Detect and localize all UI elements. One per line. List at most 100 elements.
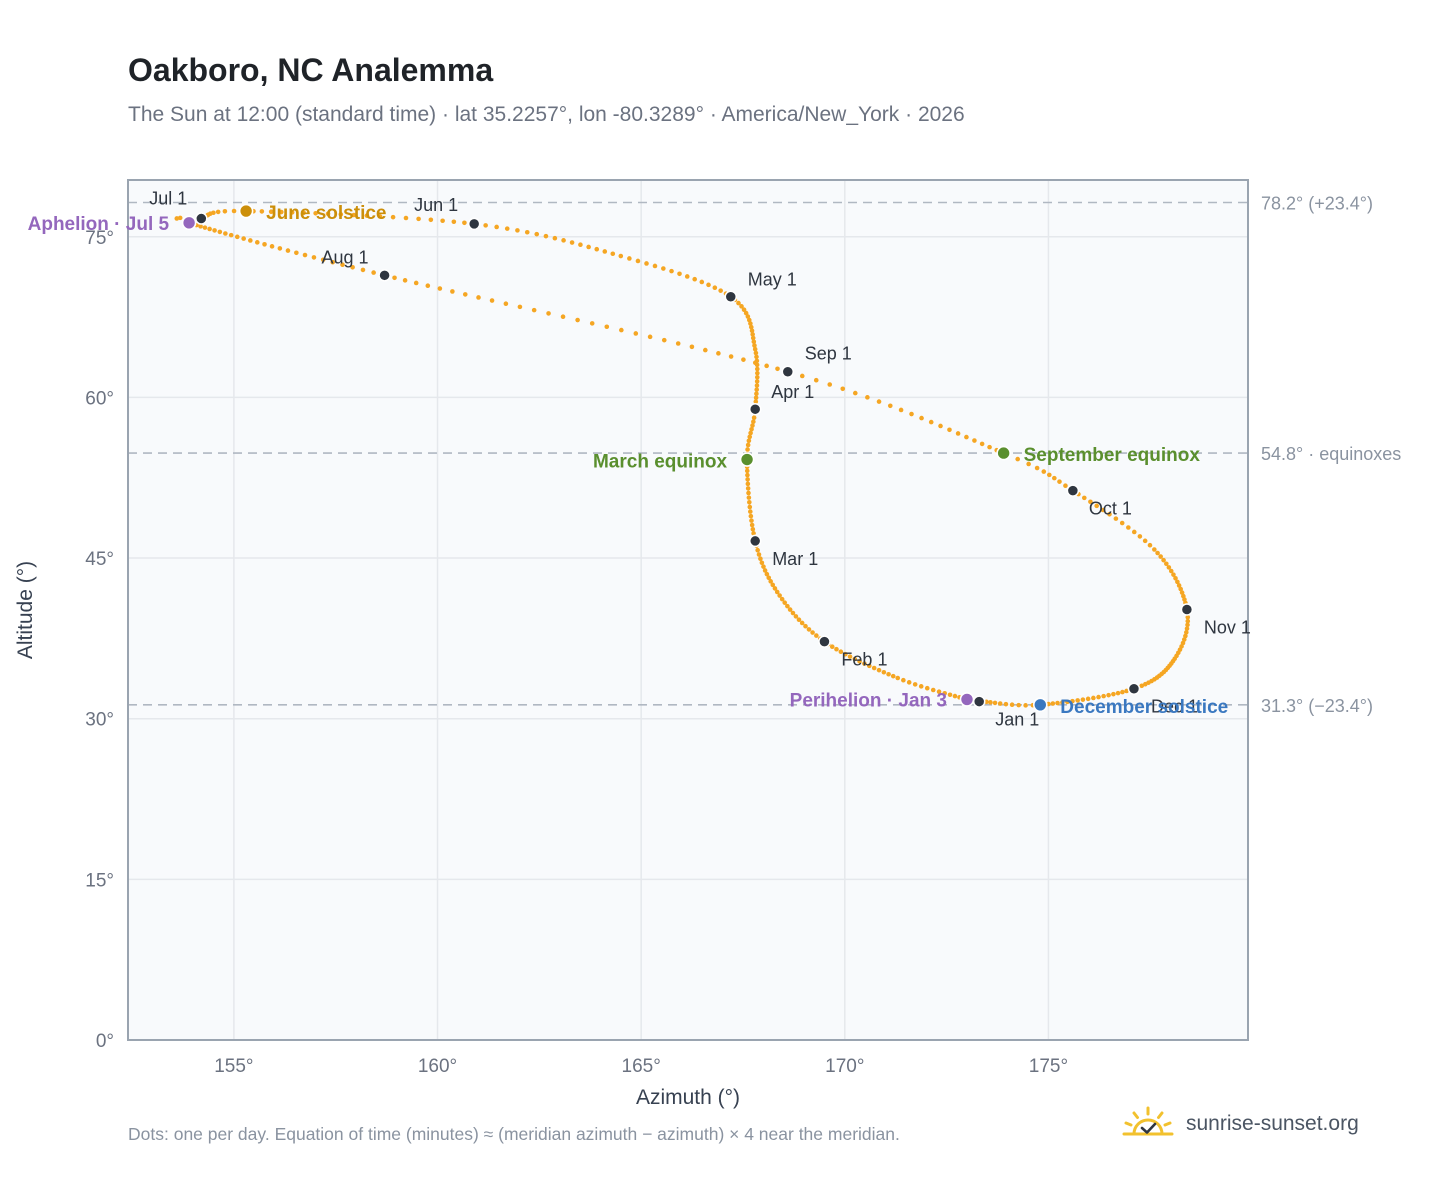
daily-dot: [747, 434, 753, 440]
daily-dot: [750, 423, 755, 428]
daily-dot: [770, 582, 776, 588]
daily-dot: [1100, 507, 1106, 513]
daily-dot: [810, 630, 815, 635]
daily-dot: [1060, 700, 1065, 705]
daily-dot: [1142, 681, 1148, 687]
y-tick-label: 0°: [96, 1031, 114, 1052]
y-tick-label: 75°: [85, 228, 114, 249]
daily-dot: [675, 341, 681, 346]
daily-dot: [437, 286, 443, 291]
daily-dot: [756, 552, 762, 557]
month-marker: [818, 635, 831, 648]
daily-dot: [677, 271, 682, 277]
daily-dot: [988, 700, 993, 705]
daily-dot: [751, 419, 756, 425]
daily-dot: [972, 438, 977, 443]
daily-dot: [589, 321, 595, 326]
daily-dot: [782, 600, 788, 605]
daily-dot: [360, 267, 366, 273]
daily-dot: [569, 240, 575, 245]
plot-frame: [127, 179, 1249, 1041]
daily-dot: [761, 564, 766, 569]
daily-dot: [753, 350, 759, 356]
daily-dot: [759, 560, 765, 566]
month-marker: [467, 217, 481, 231]
month-marker: [195, 212, 208, 225]
daily-dot: [881, 669, 887, 675]
daily-dot: [1147, 542, 1153, 548]
daily-dot: [751, 339, 757, 345]
daily-dot: [294, 250, 299, 256]
daily-dot: [578, 242, 583, 248]
daily-dot: [416, 216, 421, 222]
daily-dot: [876, 667, 882, 673]
daily-dot: [277, 246, 283, 251]
daily-dot: [718, 288, 723, 293]
daily-dot: [1166, 565, 1172, 570]
daily-dot: [413, 280, 419, 286]
daily-dot: [241, 236, 246, 241]
daily-dot: [254, 240, 260, 245]
daily-dot: [768, 579, 773, 584]
month-label: Jul 1: [149, 189, 187, 209]
daily-dot: [787, 607, 793, 612]
daily-dot: [531, 307, 537, 313]
daily-dot: [1176, 583, 1182, 588]
daily-dot: [689, 344, 695, 350]
daily-dot: [661, 266, 666, 271]
daily-dot: [747, 504, 753, 510]
month-marker: [1180, 603, 1194, 616]
daily-dot: [790, 610, 796, 616]
daily-dot: [745, 472, 750, 478]
daily-dot: [1050, 701, 1056, 706]
daily-dot: [749, 518, 754, 523]
daily-dot: [560, 314, 566, 320]
month-label: Mar 1: [772, 549, 818, 569]
daily-dot: [1173, 575, 1178, 581]
daily-dot: [712, 285, 718, 291]
daily-dot: [1184, 626, 1190, 631]
daily-dot: [278, 209, 284, 215]
reference-line-label: 78.2° (+23.4°): [1261, 193, 1373, 213]
daily-dot: [751, 531, 756, 536]
daily-dot: [1115, 690, 1121, 696]
daily-dot: [895, 675, 901, 681]
daily-dot: [262, 242, 267, 247]
daily-dot: [633, 331, 639, 336]
daily-dot: [1101, 693, 1106, 699]
daily-dot: [575, 317, 580, 323]
daily-dot: [827, 382, 833, 387]
month-marker: [724, 290, 738, 303]
daily-dot: [330, 259, 336, 265]
daily-dot: [748, 509, 753, 514]
daily-dot: [476, 295, 481, 300]
daily-dot: [228, 232, 234, 238]
reference-lines: 78.2° (+23.4°) 54.8° · equinoxes 31.3° (−2…: [128, 193, 1401, 716]
daily-dot: [1023, 703, 1028, 708]
daily-dot: [669, 268, 674, 274]
daily-dot: [754, 391, 759, 396]
daily-dot: [428, 217, 434, 223]
daily-dot: [1142, 538, 1148, 544]
event-marker: [1032, 697, 1048, 713]
daily-dot: [813, 377, 819, 383]
month-marker: [1066, 484, 1080, 497]
month-label: Sep 1: [805, 344, 852, 364]
daily-dot: [803, 623, 808, 629]
daily-dot: [793, 614, 799, 619]
daily-dot: [350, 264, 355, 270]
daily-dot: [857, 659, 862, 664]
daily-dot: [1161, 557, 1166, 563]
daily-dot: [840, 386, 846, 392]
daily-dot: [774, 589, 780, 595]
daily-dot: [936, 689, 942, 694]
daily-dot: [462, 220, 467, 226]
daily-dot: [390, 214, 396, 220]
x-tick-label: 175°: [1029, 1056, 1068, 1077]
daily-dot: [311, 255, 317, 260]
x-tick-label: 165°: [622, 1056, 661, 1077]
daily-dot: [876, 399, 882, 404]
daily-dot: [762, 568, 768, 573]
brand-logo[interactable]: sunrise-sunset.org: [1120, 1104, 1359, 1144]
